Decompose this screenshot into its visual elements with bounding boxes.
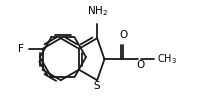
Text: S: S [94, 81, 100, 91]
Text: O: O [119, 30, 127, 40]
Text: NH$_2$: NH$_2$ [87, 5, 108, 18]
Text: CH$_3$: CH$_3$ [157, 52, 177, 66]
Text: O: O [136, 60, 144, 70]
Text: F: F [18, 44, 24, 54]
